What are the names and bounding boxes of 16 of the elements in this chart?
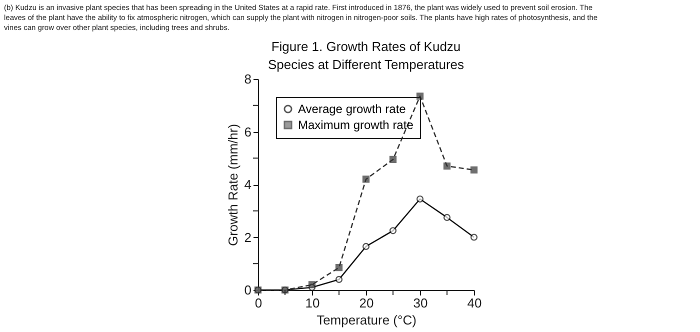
text: Species at Different Temperatures [268, 57, 464, 72]
y-axis-title: Growth Rate (mm/hr) [225, 124, 240, 246]
legend-label: Maximum growth rate [298, 118, 414, 132]
y-tick-label: 4 [244, 177, 252, 192]
y-tick-label: 8 [244, 72, 252, 86]
text: Figure 1. Growth Rates of Kudzu [271, 39, 461, 54]
x-tick-label: 40 [467, 296, 482, 310]
y-tick-label: 2 [244, 230, 252, 245]
y-tick-label: 0 [244, 282, 252, 298]
x-tick-label: 0 [254, 296, 262, 310]
x-tick-label: 10 [305, 296, 320, 310]
y-tick-label: 6 [244, 124, 252, 140]
legend-label: Average growth rate [298, 102, 406, 116]
x-axis-title: Temperature (°C) [316, 312, 416, 328]
x-tick-label: 30 [413, 296, 428, 310]
x-tick-label: 20 [359, 296, 374, 310]
